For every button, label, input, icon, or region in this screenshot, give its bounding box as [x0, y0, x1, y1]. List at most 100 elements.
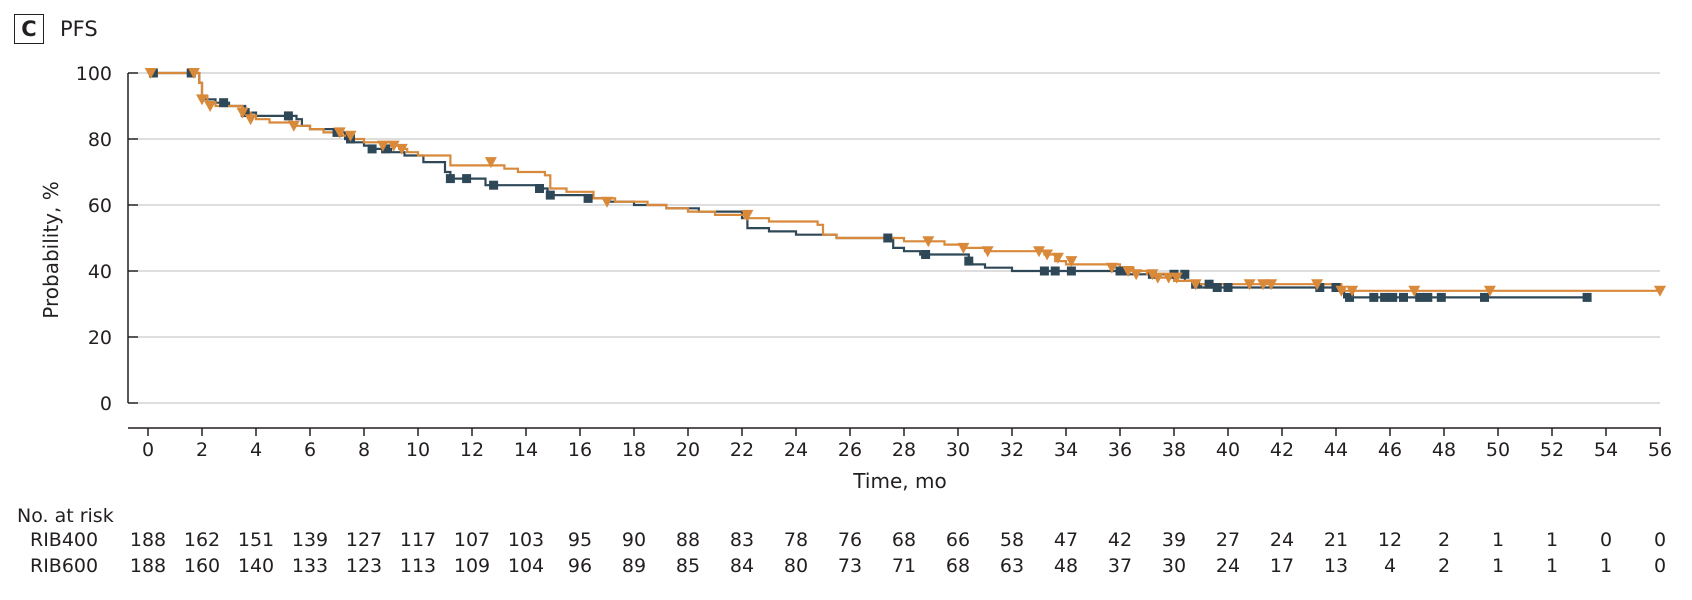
risk-count: 39 — [1162, 529, 1186, 551]
risk-count: 188 — [130, 555, 166, 577]
censor-marks — [144, 68, 1666, 302]
risk-count: 13 — [1324, 555, 1348, 577]
risk-count: 1 — [1600, 555, 1612, 577]
censor-mark-rib400 — [1204, 279, 1214, 289]
x-tick-label: 12 — [460, 439, 484, 461]
censor-mark-rib600 — [1243, 279, 1256, 291]
censor-mark-rib400 — [1369, 292, 1379, 302]
x-tick-label: 28 — [892, 439, 916, 461]
censor-mark-rib600 — [1170, 272, 1183, 284]
x-tick-label: 0 — [142, 439, 154, 461]
x-tick-label: 52 — [1540, 439, 1564, 461]
censor-mark-rib600 — [1257, 279, 1270, 291]
risk-count: 85 — [676, 555, 700, 577]
censor-mark-rib400 — [367, 144, 377, 154]
x-axis: 0 2 4 6 8 10 12 14 16 18 20 22 24 26 28 30 32 34 36 38 40 42 4… — [128, 427, 1672, 461]
censor-mark-rib400 — [1582, 292, 1592, 302]
risk-count: 127 — [346, 529, 382, 551]
censor-mark-rib400 — [1050, 266, 1060, 276]
x-tick-label: 4 — [250, 439, 262, 461]
censor-mark-rib600 — [287, 120, 300, 132]
censor-mark-rib400 — [381, 144, 391, 154]
censor-mark-rib400 — [921, 250, 931, 259]
risk-count: 80 — [784, 555, 808, 577]
risk-count: 78 — [784, 529, 808, 551]
censor-mark-rib600 — [1065, 256, 1078, 268]
censor-mark-rib600 — [1265, 279, 1278, 291]
risk-count: 90 — [622, 529, 646, 551]
censor-mark-rib400 — [462, 174, 472, 184]
y-tick-label: 40 — [88, 261, 112, 283]
censor-mark-rib400 — [283, 111, 293, 121]
censor-mark-rib400 — [1345, 292, 1354, 302]
censor-mark-rib600 — [1483, 285, 1496, 297]
risk-count: 140 — [238, 555, 274, 577]
risk-count: 63 — [1000, 555, 1024, 577]
x-tick-label: 26 — [838, 439, 862, 461]
risk-count: 2 — [1438, 555, 1450, 577]
x-tick-label: 2 — [196, 439, 208, 461]
censor-mark-rib600 — [922, 236, 935, 248]
x-tick-label: 48 — [1432, 439, 1456, 461]
risk-count: 76 — [838, 529, 862, 551]
risk-count: 107 — [454, 529, 490, 551]
risk-count: 113 — [400, 555, 436, 577]
x-tick-label: 40 — [1216, 439, 1240, 461]
censor-mark-rib600 — [236, 107, 249, 119]
censor-mark-rib400 — [1223, 283, 1233, 292]
censor-mark-rib600 — [1311, 279, 1324, 291]
censor-mark-rib600 — [1146, 269, 1159, 281]
x-tick-label: 18 — [622, 439, 646, 461]
risk-count: 117 — [400, 529, 436, 551]
x-tick-label: 24 — [784, 439, 808, 461]
x-tick-label: 34 — [1054, 439, 1078, 461]
censor-mark-rib600 — [344, 130, 357, 142]
censor-mark-rib400 — [1436, 292, 1446, 302]
censor-mark-rib600 — [395, 143, 408, 155]
censor-mark-rib400 — [1039, 266, 1049, 276]
censor-mark-rib600 — [1162, 272, 1175, 284]
risk-count: 1 — [1492, 555, 1504, 577]
censor-mark-rib400 — [1115, 266, 1125, 276]
censor-mark-rib600 — [957, 242, 970, 254]
risk-count: 139 — [292, 529, 328, 551]
x-tick-label: 20 — [676, 439, 700, 461]
censor-mark-rib400 — [1380, 292, 1390, 302]
censor-mark-rib600 — [1346, 285, 1359, 297]
y-tick-label: 100 — [76, 63, 112, 85]
censor-mark-rib400 — [545, 190, 555, 200]
risk-count: 160 — [184, 555, 220, 577]
risk-count: 1 — [1546, 555, 1558, 577]
risk-count: 104 — [508, 555, 544, 577]
risk-count: 12 — [1378, 529, 1402, 551]
censor-mark-rib400 — [1399, 292, 1408, 302]
x-tick-label: 46 — [1378, 439, 1402, 461]
gridlines — [138, 72, 1660, 404]
risk-count: 48 — [1054, 555, 1078, 577]
risk-count: 95 — [568, 529, 592, 551]
censor-mark-rib400 — [219, 98, 229, 108]
censor-mark-rib400 — [1212, 283, 1222, 292]
x-tick-label: 22 — [730, 439, 754, 461]
y-tick-label: 20 — [88, 327, 112, 349]
censor-mark-rib600 — [187, 68, 200, 79]
x-axis-label: Time, mo — [852, 469, 946, 493]
censor-mark-rib400 — [535, 184, 544, 193]
risk-count: 96 — [568, 555, 592, 577]
risk-count: 68 — [946, 555, 970, 577]
risk-count: 73 — [838, 555, 862, 577]
x-tick-label: 30 — [946, 439, 970, 461]
censor-mark-rib600 — [741, 209, 754, 221]
x-tick-label: 50 — [1486, 439, 1510, 461]
censor-mark-rib600 — [204, 101, 217, 112]
risk-count: 0 — [1654, 555, 1666, 577]
censor-mark-rib400 — [964, 256, 974, 266]
censor-mark-rib400 — [445, 174, 455, 184]
risk-count: 84 — [730, 555, 754, 577]
x-tick-label: 54 — [1594, 439, 1618, 461]
risk-count: 1 — [1546, 529, 1558, 551]
risk-count: 27 — [1216, 529, 1240, 551]
risk-table-title: No. at risk — [17, 505, 114, 527]
risk-count: 109 — [454, 555, 490, 577]
risk-count: 68 — [892, 529, 916, 551]
